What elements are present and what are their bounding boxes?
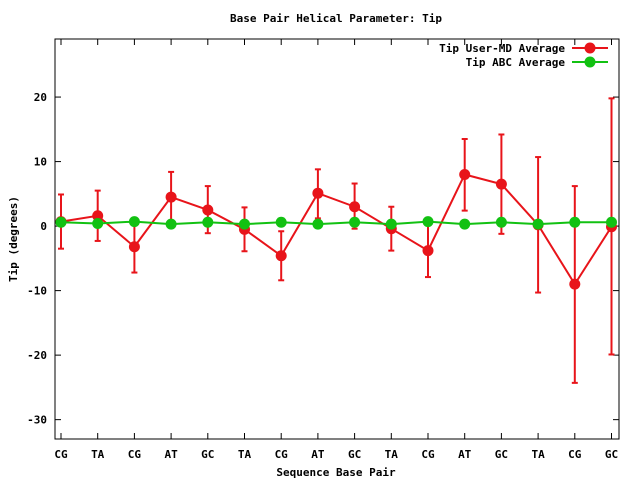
data-point xyxy=(165,218,177,230)
x-tick-label: TA xyxy=(91,448,105,461)
data-point xyxy=(495,216,507,228)
data-point xyxy=(128,216,140,228)
legend-marker xyxy=(584,56,596,68)
chart-title: Base Pair Helical Parameter: Tip xyxy=(230,12,442,25)
x-tick-label: CG xyxy=(568,448,582,461)
x-tick-label: TA xyxy=(238,448,252,461)
data-point xyxy=(495,178,507,190)
x-tick-label: AT xyxy=(458,448,472,461)
x-tick-label: AT xyxy=(164,448,178,461)
data-point xyxy=(459,168,471,180)
data-point xyxy=(55,216,67,228)
x-tick-label: AT xyxy=(311,448,325,461)
y-tick-label: 20 xyxy=(34,91,47,104)
data-point xyxy=(128,241,140,253)
series-2 xyxy=(55,216,617,230)
data-point xyxy=(385,218,397,230)
data-point xyxy=(202,204,214,216)
x-tick-label: GC xyxy=(348,448,361,461)
series-line xyxy=(60,220,612,226)
data-point xyxy=(459,218,471,230)
data-point xyxy=(239,218,250,230)
series-line xyxy=(60,173,613,287)
y-axis-label: Tip (degrees) xyxy=(7,196,20,282)
axis-ticks: -30 -20 -10 0 10 20 CG TA CG AT GC TA CG AT GC TA CG AT GC… xyxy=(27,39,619,461)
data-point xyxy=(569,278,581,290)
data-point xyxy=(569,216,581,228)
data-point xyxy=(92,210,104,222)
x-tick-label: CG xyxy=(421,448,435,461)
plot-frame xyxy=(54,38,620,440)
x-axis-label: Sequence Base Pair xyxy=(276,466,396,479)
x-tick-label: GC xyxy=(495,448,508,461)
series-1 xyxy=(55,97,617,384)
legend-label: Tip ABC Average xyxy=(466,56,566,69)
legend-marker xyxy=(584,42,596,54)
x-tick-label: GC xyxy=(201,448,214,461)
data-point xyxy=(349,216,361,228)
y-tick-label: -10 xyxy=(27,285,47,298)
data-point xyxy=(532,218,544,230)
y-tick-label: 10 xyxy=(34,156,47,169)
series-layer xyxy=(55,97,617,384)
data-point xyxy=(312,218,324,230)
data-point xyxy=(275,250,287,262)
x-tick-label: TA xyxy=(531,448,545,461)
x-tick-label: CG xyxy=(54,448,68,461)
data-point xyxy=(275,216,287,228)
x-tick-label: CG xyxy=(275,448,289,461)
x-tick-label: CG xyxy=(128,448,142,461)
data-point xyxy=(349,201,361,213)
x-tick-label: TA xyxy=(385,448,399,461)
data-point xyxy=(606,216,617,228)
data-point xyxy=(422,216,434,228)
data-point xyxy=(202,216,214,228)
data-point xyxy=(312,187,324,199)
data-point xyxy=(165,191,177,203)
y-tick-label: -30 xyxy=(27,414,47,427)
data-point xyxy=(92,218,104,230)
x-tick-label: GC xyxy=(605,448,618,461)
y-tick-label: 0 xyxy=(40,220,47,233)
data-point xyxy=(422,245,434,257)
y-tick-label: -20 xyxy=(27,349,47,362)
legend-label: Tip User-MD Average xyxy=(439,42,565,55)
